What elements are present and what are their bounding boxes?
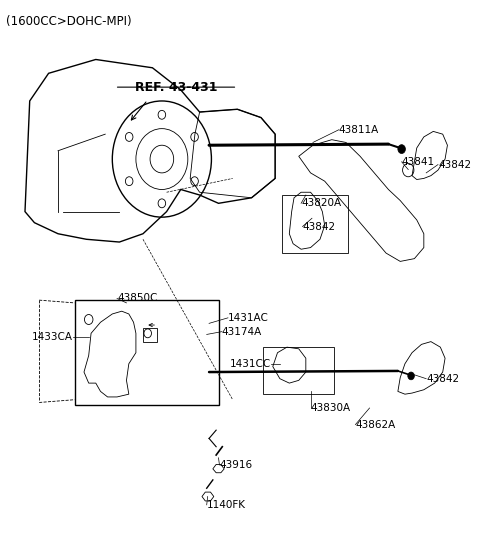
Text: 43842: 43842 bbox=[438, 160, 471, 170]
Text: (1600CC>DOHC-MPI): (1600CC>DOHC-MPI) bbox=[6, 15, 132, 28]
Text: 43916: 43916 bbox=[219, 460, 252, 470]
Text: 43811A: 43811A bbox=[339, 125, 379, 135]
Text: 43830A: 43830A bbox=[311, 403, 351, 413]
Text: REF. 43-431: REF. 43-431 bbox=[135, 81, 217, 93]
Bar bbox=[143, 328, 157, 341]
Circle shape bbox=[408, 372, 414, 380]
Text: 1140FK: 1140FK bbox=[207, 500, 246, 510]
Text: 43174A: 43174A bbox=[222, 327, 262, 337]
Text: 1431CC: 1431CC bbox=[230, 359, 271, 369]
Text: 43841: 43841 bbox=[402, 157, 435, 167]
Text: 43820A: 43820A bbox=[301, 198, 341, 208]
Text: 43842: 43842 bbox=[426, 374, 459, 384]
Text: 43850C: 43850C bbox=[117, 294, 157, 304]
Text: 1431AC: 1431AC bbox=[228, 313, 269, 323]
Text: 43842: 43842 bbox=[302, 221, 336, 231]
Circle shape bbox=[398, 145, 406, 153]
Text: 43862A: 43862A bbox=[355, 420, 396, 430]
Text: 1433CA: 1433CA bbox=[32, 332, 73, 342]
